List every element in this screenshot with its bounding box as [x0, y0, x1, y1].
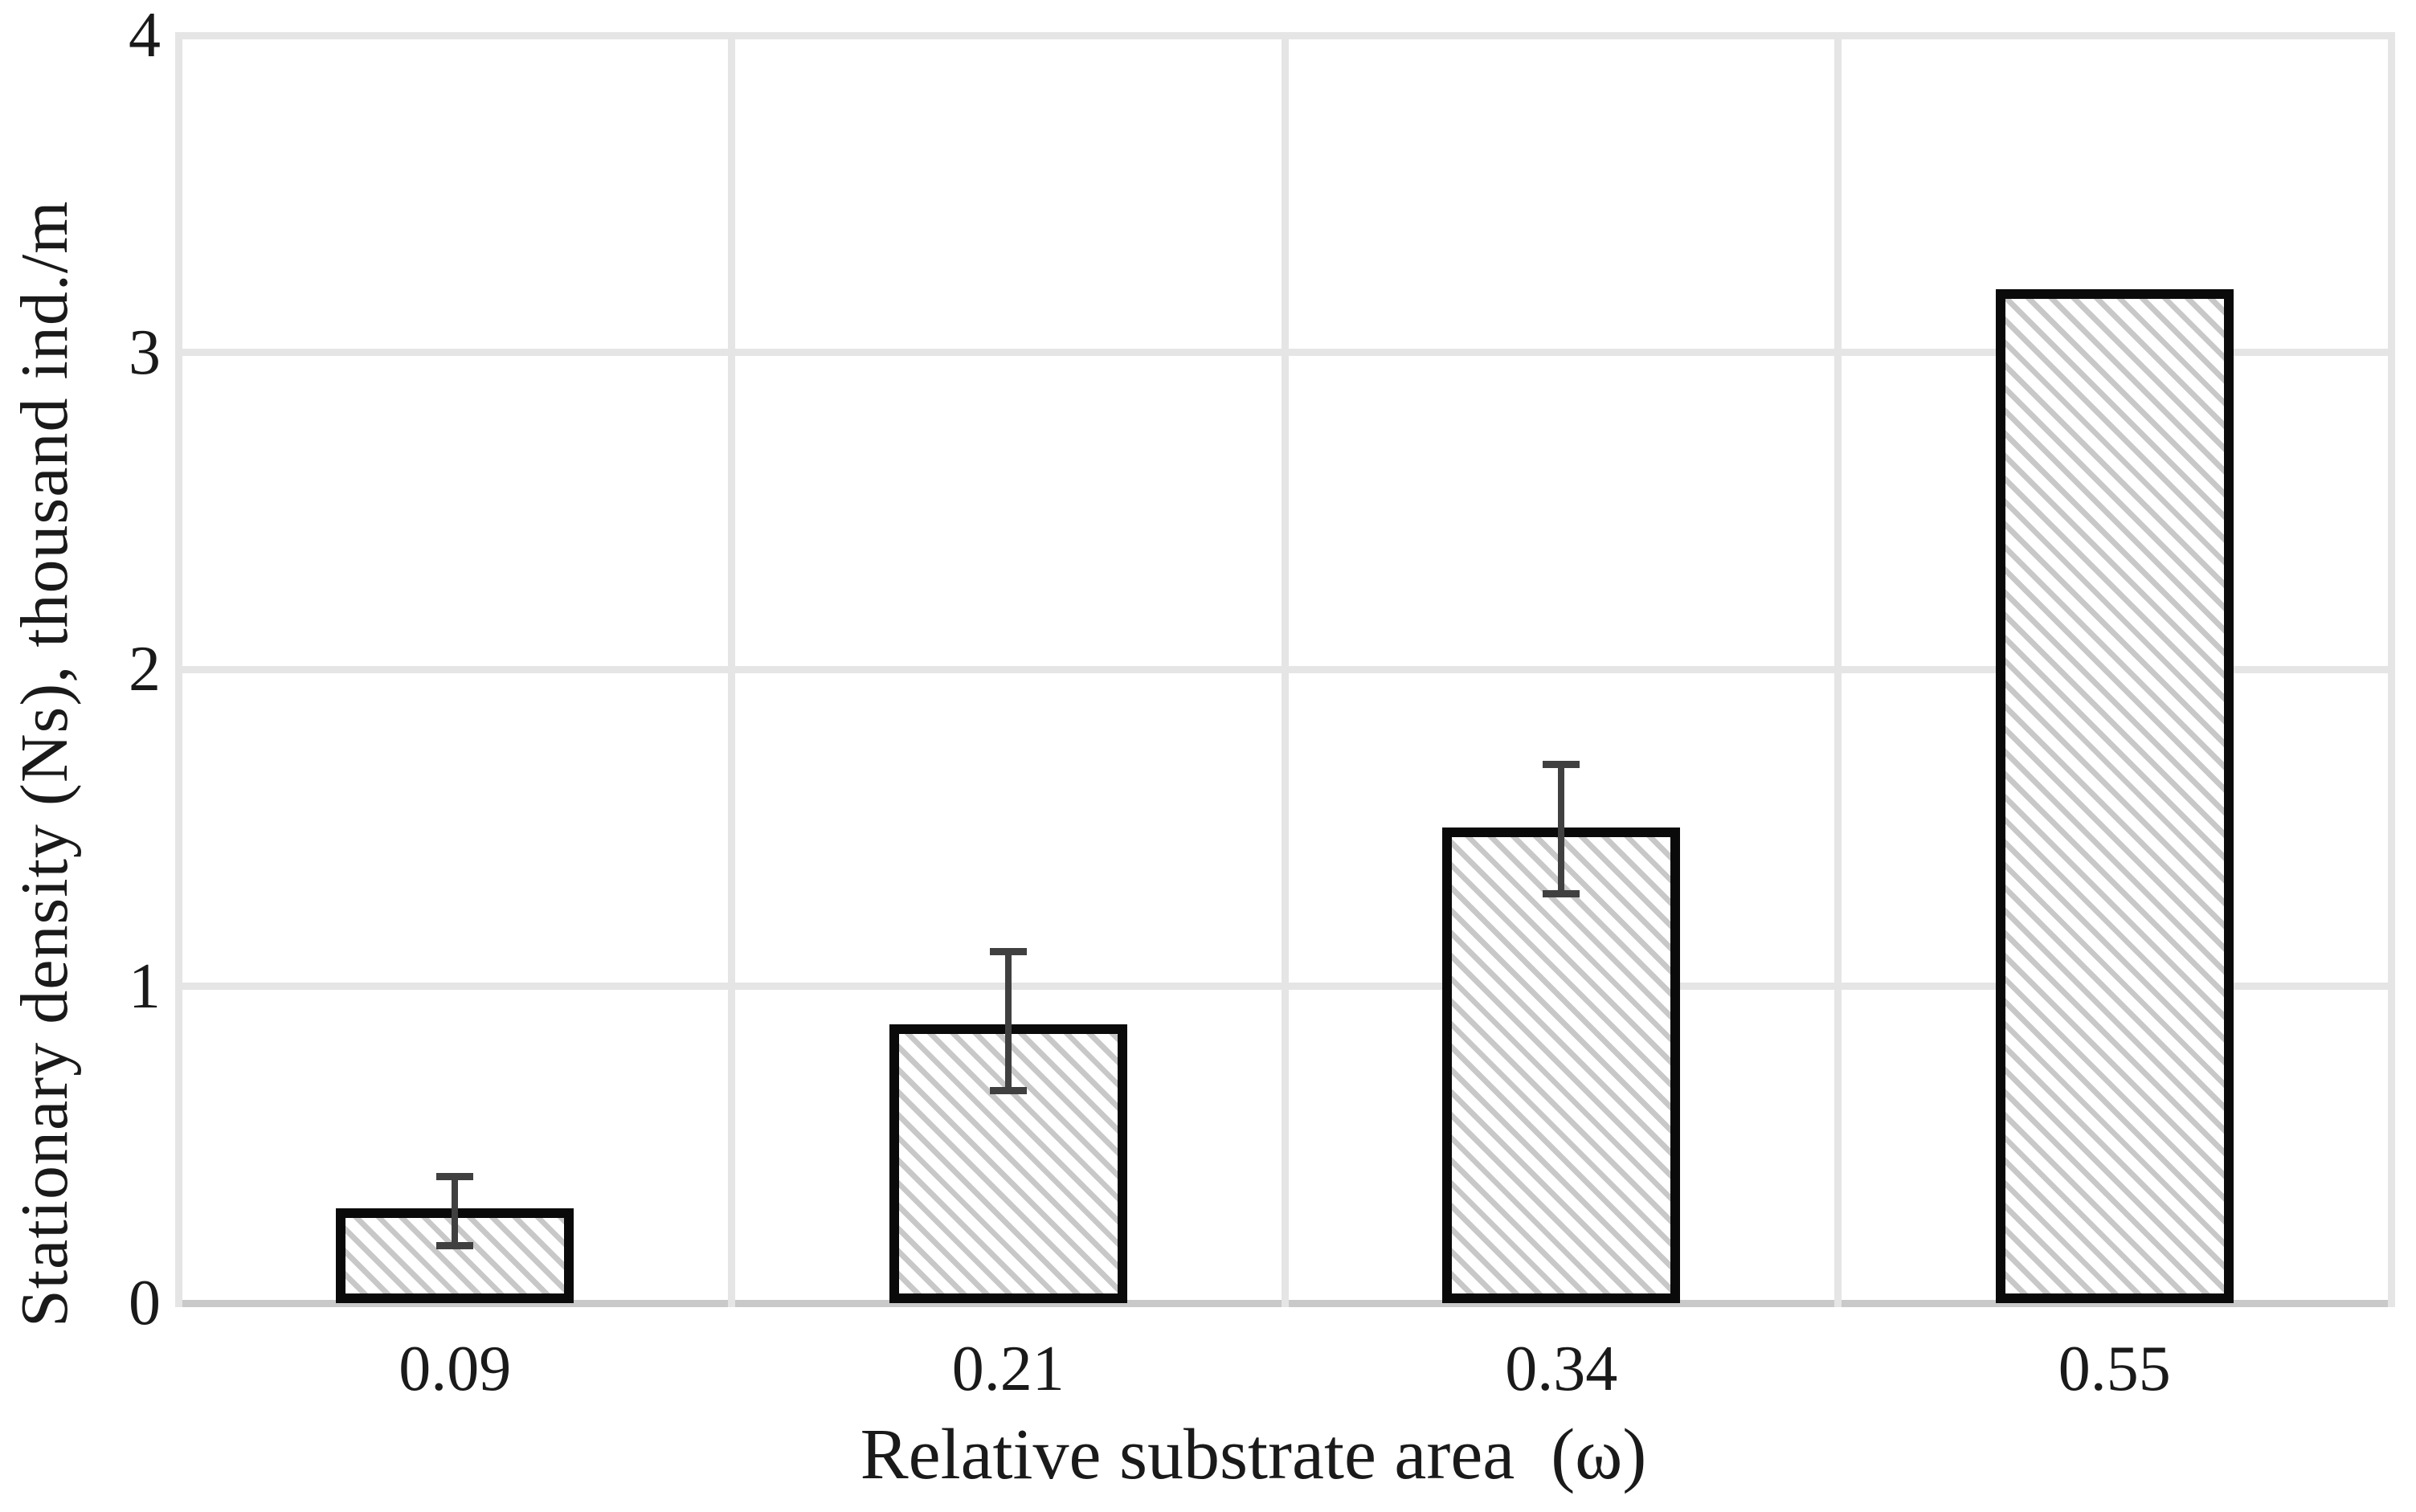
- y-axis-title: Stationary density (Ns), thousand ind./m: [7, 200, 82, 1327]
- vertical-gridline: [728, 31, 735, 1307]
- error-bar-bottom-cap: [1543, 890, 1580, 898]
- error-bar-stem: [452, 1173, 459, 1249]
- vertical-gridline: [1281, 31, 1289, 1307]
- y-tick-label: 0: [129, 1268, 161, 1338]
- plot-right-border: [2387, 31, 2395, 1307]
- error-bar: [436, 1173, 474, 1249]
- error-bar-top-cap: [436, 1173, 474, 1181]
- y-tick-label: 3: [129, 317, 161, 388]
- error-bar-bottom-cap: [436, 1241, 474, 1249]
- x-axis-title: Relative substrate area (ω): [860, 1415, 1647, 1494]
- x-tick-label: 0.21: [951, 1334, 1065, 1404]
- y-tick-label: 4: [129, 0, 161, 71]
- x-tick-label: 0.09: [399, 1334, 512, 1404]
- error-bar: [1543, 761, 1580, 898]
- y-tick-label: 2: [129, 634, 161, 705]
- error-bar-stem: [1558, 761, 1565, 898]
- bar: [1995, 288, 2234, 1303]
- error-bar: [989, 948, 1027, 1094]
- error-bar-bottom-cap: [989, 1086, 1027, 1094]
- error-bar-top-cap: [989, 948, 1027, 956]
- bar: [1442, 828, 1681, 1303]
- vertical-gridline: [1834, 31, 1842, 1307]
- x-tick-label: 0.55: [2058, 1334, 2171, 1404]
- plot-left-border: [174, 31, 182, 1307]
- x-tick-label: 0.34: [1505, 1334, 1618, 1404]
- error-bar-stem: [1004, 948, 1012, 1094]
- error-bar-top-cap: [1543, 761, 1580, 769]
- y-tick-label: 1: [129, 950, 161, 1022]
